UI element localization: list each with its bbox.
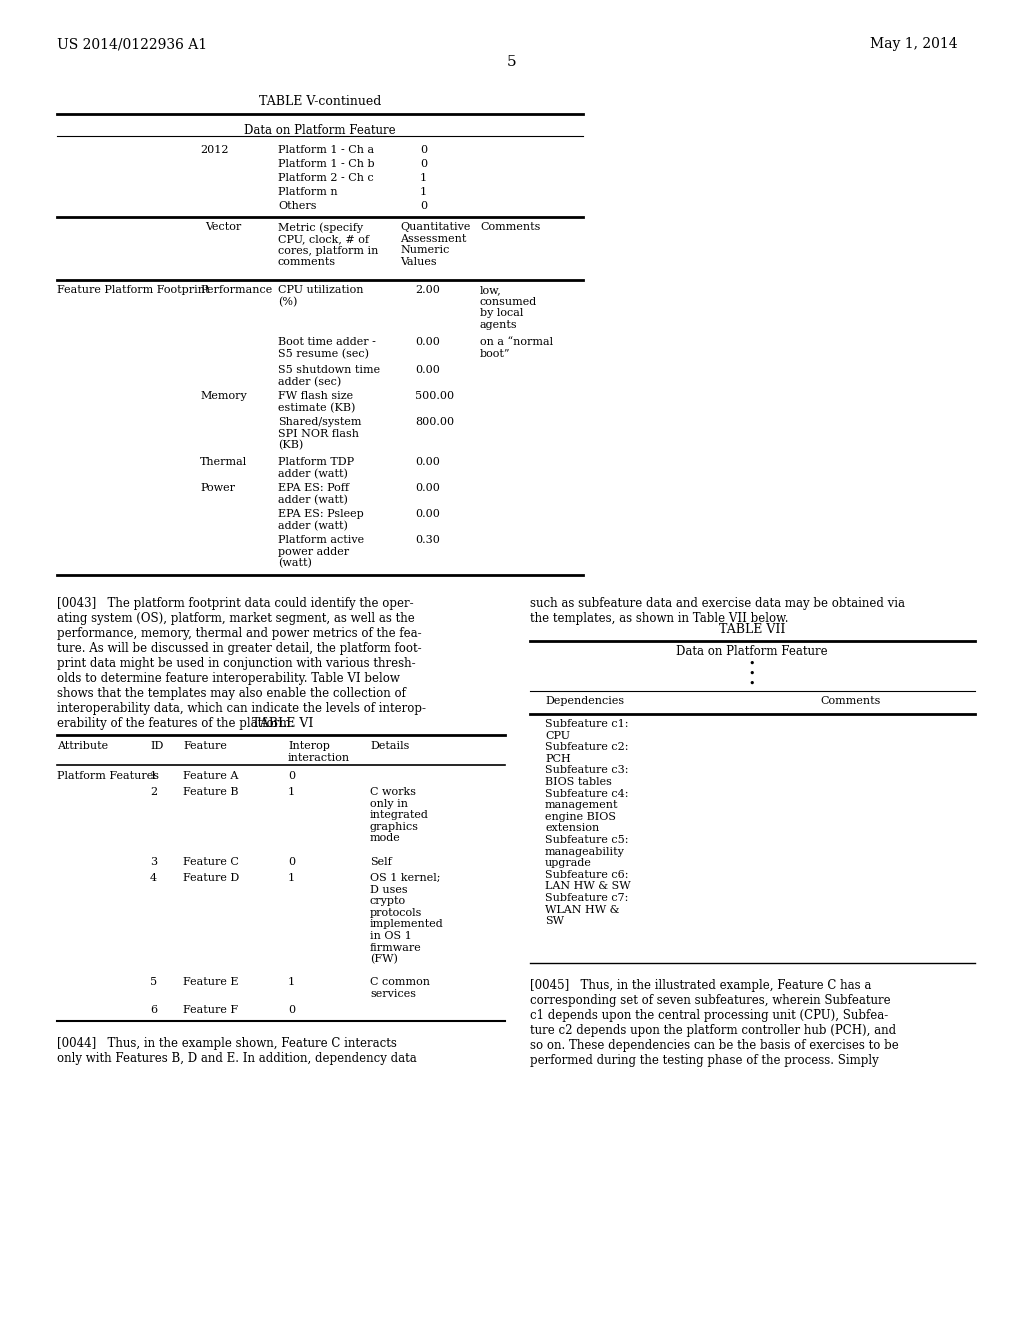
Text: Power: Power	[200, 483, 234, 492]
Text: 0: 0	[288, 857, 295, 867]
Text: Interop
interaction: Interop interaction	[288, 741, 350, 763]
Text: 4: 4	[150, 873, 157, 883]
Text: Platform Features: Platform Features	[57, 771, 159, 781]
Text: Metric (specify
CPU, clock, # of
cores, platform in
comments: Metric (specify CPU, clock, # of cores, …	[278, 222, 379, 268]
Text: Attribute: Attribute	[57, 741, 109, 751]
Text: Performance: Performance	[200, 285, 272, 294]
Text: 0.00: 0.00	[415, 510, 440, 519]
Text: Platform TDP
adder (watt): Platform TDP adder (watt)	[278, 457, 354, 479]
Text: Feature E: Feature E	[183, 977, 239, 987]
Text: low,
consumed
by local
agents: low, consumed by local agents	[480, 285, 538, 330]
Text: Feature A: Feature A	[183, 771, 239, 781]
Text: May 1, 2014: May 1, 2014	[870, 37, 957, 51]
Text: •: •	[749, 678, 756, 689]
Text: 500.00: 500.00	[415, 391, 454, 401]
Text: C works
only in
integrated
graphics
mode: C works only in integrated graphics mode	[370, 787, 429, 843]
Text: 2.00: 2.00	[415, 285, 440, 294]
Text: EPA ES: Poff
adder (watt): EPA ES: Poff adder (watt)	[278, 483, 349, 506]
Text: such as subfeature data and exercise data may be obtained via
the templates, as : such as subfeature data and exercise dat…	[530, 597, 905, 624]
Text: 5: 5	[507, 55, 517, 69]
Text: Feature: Feature	[183, 741, 227, 751]
Text: 2012: 2012	[200, 145, 228, 154]
Text: Platform n: Platform n	[278, 187, 338, 197]
Text: 0: 0	[420, 145, 427, 154]
Text: Feature D: Feature D	[183, 873, 240, 883]
Text: Data on Platform Feature: Data on Platform Feature	[676, 645, 827, 657]
Text: Comments: Comments	[480, 222, 541, 232]
Text: 1: 1	[420, 173, 427, 183]
Text: Feature F: Feature F	[183, 1005, 239, 1015]
Text: Shared/system
SPI NOR flash
(KB): Shared/system SPI NOR flash (KB)	[278, 417, 361, 450]
Text: 6: 6	[150, 1005, 157, 1015]
Text: Self: Self	[370, 857, 392, 867]
Text: 0: 0	[420, 201, 427, 211]
Text: C common
services: C common services	[370, 977, 430, 999]
Text: 1: 1	[288, 977, 295, 987]
Text: Thermal: Thermal	[200, 457, 247, 467]
Text: 5: 5	[150, 977, 157, 987]
Text: [0043]   The platform footprint data could identify the oper-
ating system (OS),: [0043] The platform footprint data could…	[57, 597, 426, 730]
Text: Feature B: Feature B	[183, 787, 239, 797]
Text: Vector: Vector	[205, 222, 242, 232]
Text: Platform active
power adder
(watt): Platform active power adder (watt)	[278, 535, 365, 569]
Text: 1: 1	[420, 187, 427, 197]
Text: 0.30: 0.30	[415, 535, 440, 545]
Text: Dependencies: Dependencies	[545, 696, 624, 706]
Text: Details: Details	[370, 741, 410, 751]
Text: TABLE V-continued: TABLE V-continued	[259, 95, 381, 108]
Text: 0.00: 0.00	[415, 366, 440, 375]
Text: US 2014/0122936 A1: US 2014/0122936 A1	[57, 37, 207, 51]
Text: Platform 2 - Ch c: Platform 2 - Ch c	[278, 173, 374, 183]
Text: 0.00: 0.00	[415, 337, 440, 347]
Text: EPA ES: Psleep
adder (watt): EPA ES: Psleep adder (watt)	[278, 510, 364, 531]
Text: 0: 0	[288, 771, 295, 781]
Text: S5 shutdown time
adder (sec): S5 shutdown time adder (sec)	[278, 366, 380, 387]
Text: Others: Others	[278, 201, 316, 211]
Text: 0.00: 0.00	[415, 483, 440, 492]
Text: [0045]   Thus, in the illustrated example, Feature C has a
corresponding set of : [0045] Thus, in the illustrated example,…	[530, 979, 899, 1067]
Text: FW flash size
estimate (KB): FW flash size estimate (KB)	[278, 391, 355, 413]
Text: TABLE VII: TABLE VII	[719, 623, 785, 636]
Text: 0.00: 0.00	[415, 457, 440, 467]
Text: Comments: Comments	[820, 696, 881, 706]
Text: 1: 1	[150, 771, 157, 781]
Text: on a “normal
boot”: on a “normal boot”	[480, 337, 553, 359]
Text: Memory: Memory	[200, 391, 247, 401]
Text: Boot time adder -
S5 resume (sec): Boot time adder - S5 resume (sec)	[278, 337, 376, 359]
Text: Data on Platform Feature: Data on Platform Feature	[244, 124, 396, 137]
Text: •: •	[749, 669, 756, 678]
Text: 1: 1	[288, 787, 295, 797]
Text: [0044]   Thus, in the example shown, Feature C interacts
only with Features B, D: [0044] Thus, in the example shown, Featu…	[57, 1038, 417, 1065]
Text: Subfeature c1:
CPU
Subfeature c2:
PCH
Subfeature c3:
BIOS tables
Subfeature c4:
: Subfeature c1: CPU Subfeature c2: PCH Su…	[545, 719, 631, 927]
Text: 800.00: 800.00	[415, 417, 454, 426]
Text: Platform 1 - Ch b: Platform 1 - Ch b	[278, 158, 375, 169]
Text: Feature Platform Footprint: Feature Platform Footprint	[57, 285, 210, 294]
Text: 0: 0	[420, 158, 427, 169]
Text: 2: 2	[150, 787, 157, 797]
Text: 1: 1	[288, 873, 295, 883]
Text: Feature C: Feature C	[183, 857, 239, 867]
Text: Platform 1 - Ch a: Platform 1 - Ch a	[278, 145, 374, 154]
Text: TABLE VI: TABLE VI	[252, 717, 313, 730]
Text: 0: 0	[288, 1005, 295, 1015]
Text: OS 1 kernel;
D uses
crypto
protocols
implemented
in OS 1
firmware
(FW): OS 1 kernel; D uses crypto protocols imp…	[370, 873, 443, 965]
Text: •: •	[749, 659, 756, 669]
Text: 3: 3	[150, 857, 157, 867]
Text: Quantitative
Assessment
Numeric
Values: Quantitative Assessment Numeric Values	[400, 222, 470, 267]
Text: ID: ID	[150, 741, 164, 751]
Text: CPU utilization
(%): CPU utilization (%)	[278, 285, 364, 308]
